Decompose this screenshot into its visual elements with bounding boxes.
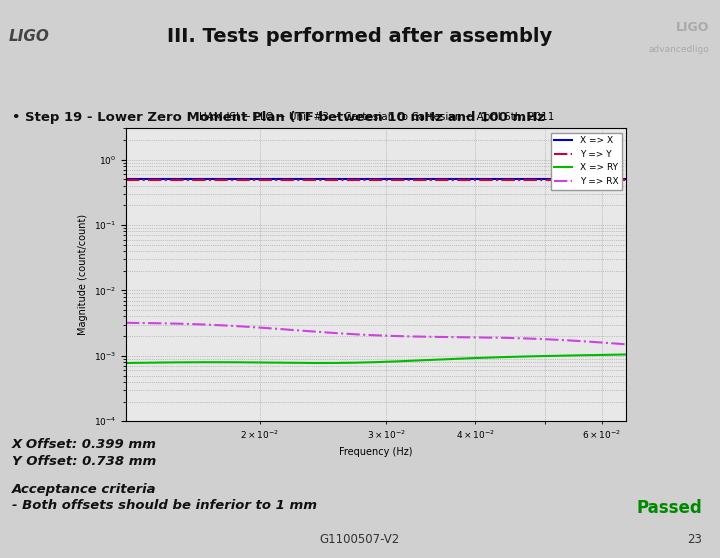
Text: Passed: Passed [636,499,702,517]
X => RY [622,351,631,358]
X => X [122,176,130,182]
Text: 23: 23 [687,533,702,546]
Legend: X => X, Y => Y, X => RY, Y => RX: X => X, Y => Y, X => RY, Y => RX [551,133,622,190]
Y => RX [123,320,132,326]
Text: advancedligo: advancedligo [649,45,709,54]
Text: Acceptance criteria: Acceptance criteria [12,483,156,496]
X => RY [577,352,585,359]
Title: HAM-ISI − LLO − Unit #3 − Cartesian to Cartesian − April 6th, 2011: HAM-ISI − LLO − Unit #3 − Cartesian to C… [199,112,554,122]
Y => RX [622,341,631,348]
X => X [123,176,132,182]
Y => RX [544,336,552,343]
Text: - Both offsets should be inferior to 1 mm: - Both offsets should be inferior to 1 m… [12,499,317,512]
Y => Y [122,177,130,184]
Y => RX [428,334,436,340]
Y => Y [622,177,631,184]
Y-axis label: Magnitude (count/count): Magnitude (count/count) [78,214,89,335]
X => X [420,176,428,182]
Text: LIGO: LIGO [676,21,709,34]
X => RY [420,357,428,364]
X => X [428,176,436,182]
Text: • Step 19 - Lower Zero Moment Plan (TF between 10 mHz and 100 mHz: • Step 19 - Lower Zero Moment Plan (TF b… [12,110,544,124]
Y => Y [428,177,436,184]
Y => RX [418,333,426,340]
X => RY [123,359,132,366]
Text: LIGO: LIGO [9,29,50,44]
X => X [575,176,584,182]
Y => RX [575,338,584,344]
X => RY [421,357,430,363]
Text: III. Tests performed after assembly: III. Tests performed after assembly [167,27,553,46]
Text: Y Offset: 0.738 mm: Y Offset: 0.738 mm [12,455,156,468]
Y => RX [420,333,428,340]
X => RY [122,359,130,366]
Text: G1100507-V2: G1100507-V2 [320,533,400,546]
X => X [544,176,552,182]
Y => Y [418,177,426,184]
X => RY [430,357,438,363]
Line: X => RY: X => RY [126,354,626,363]
Text: X Offset: 0.399 mm: X Offset: 0.399 mm [12,438,156,451]
Line: Y => RX: Y => RX [126,323,626,344]
Y => Y [420,177,428,184]
Y => Y [544,177,552,184]
X => RY [545,353,554,359]
X => X [418,176,426,182]
Y => Y [575,177,584,184]
X => RY [318,360,326,367]
X-axis label: Frequency (Hz): Frequency (Hz) [339,447,413,457]
Y => RX [122,320,130,326]
Y => Y [123,177,132,184]
X => X [622,176,631,182]
